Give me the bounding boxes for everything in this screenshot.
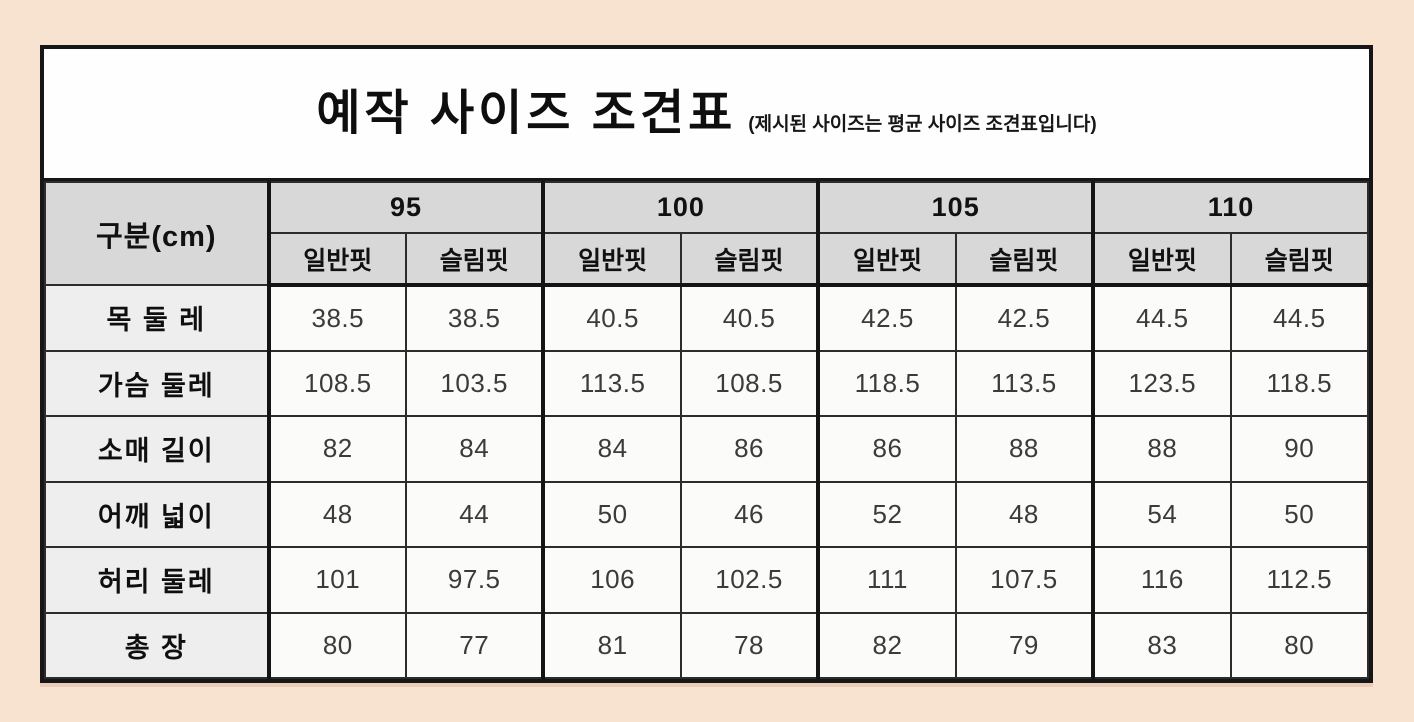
size-group-105: 105	[816, 181, 1095, 234]
value-cell: 52	[816, 480, 957, 548]
value-cell: 50	[541, 480, 682, 548]
value-cell: 113.5	[541, 349, 682, 417]
value-cell: 77	[404, 611, 545, 679]
measurement-label: 어깨 넓이	[44, 480, 270, 548]
measurement-label: 목 둘 레	[44, 284, 270, 352]
value-cell: 88	[1091, 415, 1232, 483]
value-cell: 46	[679, 480, 820, 548]
value-cell: 112.5	[1229, 546, 1370, 614]
measurement-row: 총 장 80 77 81 78 82 79 83 80	[44, 611, 1370, 679]
value-cell: 107.5	[954, 546, 1095, 614]
measurement-row: 소매 길이 82 84 84 86 86 88 88 90	[44, 415, 1370, 483]
measurement-label: 소매 길이	[44, 415, 270, 483]
measurement-label: 가슴 둘레	[44, 349, 270, 417]
value-cell: 40.5	[541, 284, 682, 352]
measurement-label: 허리 둘레	[44, 546, 270, 614]
value-cell: 80	[266, 611, 408, 679]
chart-title-row: 예작 사이즈 조견표 (제시된 사이즈는 평균 사이즈 조견표입니다)	[44, 49, 1369, 181]
value-cell: 44.5	[1229, 284, 1370, 352]
value-cell: 86	[816, 415, 957, 483]
size-group-95: 95	[266, 181, 545, 234]
size-group-100: 100	[541, 181, 820, 234]
value-cell: 42.5	[816, 284, 957, 352]
value-cell: 44	[404, 480, 545, 548]
value-cell: 84	[541, 415, 682, 483]
value-cell: 118.5	[816, 349, 957, 417]
value-cell: 78	[679, 611, 820, 679]
fit-label-slim: 슬림핏	[404, 232, 545, 287]
size-table-body: 목 둘 레 38.5 38.5 40.5 40.5 42.5 42.5 44.5 44.5 가슴 …	[44, 284, 1370, 679]
fit-label-regular: 일반핏	[1091, 232, 1232, 287]
value-cell: 38.5	[266, 284, 408, 352]
fit-label-slim: 슬림핏	[954, 232, 1095, 287]
value-cell: 103.5	[404, 349, 545, 417]
value-cell: 48	[266, 480, 408, 548]
measurement-row: 어깨 넓이 48 44 50 46 52 48 54 50	[44, 480, 1370, 548]
value-cell: 40.5	[679, 284, 820, 352]
value-cell: 82	[266, 415, 408, 483]
corner-label-cell: 구분(cm)	[44, 181, 270, 286]
value-cell: 48	[954, 480, 1095, 548]
value-cell: 113.5	[954, 349, 1095, 417]
fit-type-row: 일반핏 슬림핏 일반핏 슬림핏 일반핏 슬림핏 일반핏 슬림핏	[45, 232, 1370, 287]
value-cell: 97.5	[404, 546, 545, 614]
size-table-header: 구분(cm) 95 100 105 110 일반핏 슬림핏 일반핏 슬림핏 일반…	[44, 181, 1370, 287]
value-cell: 83	[1091, 611, 1232, 679]
measurement-row: 허리 둘레 101 97.5 106 102.5 111 107.5 116 112.5	[44, 546, 1370, 614]
fit-label-regular: 일반핏	[816, 232, 957, 287]
value-cell: 106	[541, 546, 682, 614]
value-cell: 88	[954, 415, 1095, 483]
fit-label-slim: 슬림핏	[1229, 232, 1370, 287]
size-table: 구분(cm) 95 100 105 110 일반핏 슬림핏 일반핏 슬림핏 일반…	[44, 181, 1370, 679]
value-cell: 108.5	[679, 349, 820, 417]
size-chart-panel: 예작 사이즈 조견표 (제시된 사이즈는 평균 사이즈 조견표입니다) 구분(c…	[40, 45, 1373, 683]
fit-label-regular: 일반핏	[541, 232, 682, 287]
fit-label-regular: 일반핏	[266, 232, 408, 287]
value-cell: 116	[1091, 546, 1232, 614]
value-cell: 81	[541, 611, 682, 679]
measurement-row: 목 둘 레 38.5 38.5 40.5 40.5 42.5 42.5 44.5 44.5	[44, 284, 1370, 352]
value-cell: 84	[404, 415, 545, 483]
measurement-row: 가슴 둘레 108.5 103.5 113.5 108.5 118.5 113.5 123.5…	[44, 349, 1370, 417]
fit-label-slim: 슬림핏	[679, 232, 820, 287]
value-cell: 90	[1229, 415, 1370, 483]
chart-title: 예작 사이즈 조견표	[316, 86, 737, 140]
value-cell: 111	[816, 546, 957, 614]
value-cell: 123.5	[1091, 349, 1232, 417]
value-cell: 42.5	[954, 284, 1095, 352]
value-cell: 54	[1091, 480, 1232, 548]
value-cell: 50	[1229, 480, 1370, 548]
value-cell: 44.5	[1091, 284, 1232, 352]
value-cell: 101	[266, 546, 408, 614]
value-cell: 86	[679, 415, 820, 483]
value-cell: 82	[816, 611, 957, 679]
value-cell: 80	[1229, 611, 1370, 679]
size-group-110: 110	[1091, 181, 1369, 234]
size-group-row: 구분(cm) 95 100 105 110	[44, 181, 1369, 286]
chart-title-note: (제시된 사이즈는 평균 사이즈 조견표입니다)	[748, 114, 1097, 135]
value-cell: 79	[954, 611, 1095, 679]
value-cell: 118.5	[1229, 349, 1370, 417]
value-cell: 102.5	[679, 546, 820, 614]
measurement-label: 총 장	[44, 611, 270, 679]
value-cell: 108.5	[266, 349, 408, 417]
value-cell: 38.5	[404, 284, 545, 352]
